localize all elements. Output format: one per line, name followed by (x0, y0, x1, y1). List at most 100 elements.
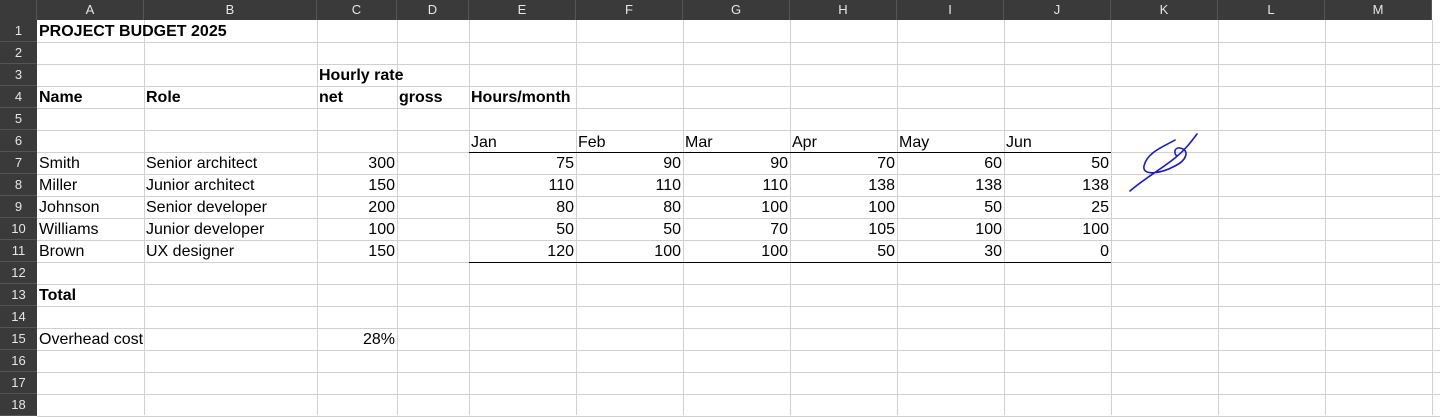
column-header[interactable]: J (1004, 0, 1111, 20)
gridline-horizontal (37, 130, 1440, 131)
staff-hours-cell[interactable]: 70 (877, 155, 895, 172)
row-header[interactable]: 7 (0, 152, 37, 174)
staff-hours-cell[interactable]: 90 (770, 155, 788, 172)
cell-i6-month[interactable]: May (899, 134, 930, 151)
staff-hours-cell[interactable]: 100 (654, 243, 681, 260)
staff-hours-cell[interactable]: 60 (984, 155, 1002, 172)
cell-g6-month[interactable]: Mar (685, 134, 713, 151)
row-header[interactable]: 11 (0, 240, 37, 262)
staff-hours-cell[interactable]: 120 (547, 243, 574, 260)
column-header[interactable]: K (1111, 0, 1218, 20)
staff-net-rate-cell[interactable]: 150 (368, 243, 395, 260)
staff-name-cell[interactable]: Smith (39, 155, 80, 172)
staff-hours-cell[interactable]: 138 (1082, 177, 1109, 194)
staff-hours-cell[interactable]: 30 (984, 243, 1002, 260)
column-header[interactable]: B (144, 0, 317, 20)
row-header[interactable]: 12 (0, 262, 37, 284)
staff-name-cell[interactable]: Johnson (39, 199, 100, 216)
staff-hours-cell[interactable]: 100 (1082, 221, 1109, 238)
staff-role-cell[interactable]: UX designer (146, 243, 235, 260)
cell-c4-net-header[interactable]: net (319, 89, 343, 106)
gridline-horizontal (37, 42, 1440, 43)
row-header[interactable]: 17 (0, 372, 37, 394)
row-header[interactable]: 9 (0, 196, 37, 218)
column-header[interactable]: M (1325, 0, 1432, 20)
gridline-horizontal (37, 284, 1440, 285)
staff-hours-cell[interactable]: 100 (761, 243, 788, 260)
staff-role-cell[interactable]: Junior architect (146, 177, 255, 194)
staff-role-cell[interactable]: Senior architect (146, 155, 258, 172)
staff-hours-cell[interactable]: 100 (975, 221, 1002, 238)
staff-hours-cell[interactable]: 110 (762, 177, 788, 194)
staff-hours-cell[interactable]: 80 (663, 199, 681, 216)
cell-d4-gross-header[interactable]: gross (399, 89, 443, 106)
staff-name-cell[interactable]: Miller (39, 177, 78, 194)
cell-c3-hourly-rate[interactable]: Hourly rate (319, 67, 404, 84)
staff-hours-cell[interactable]: 100 (868, 199, 895, 216)
staff-hours-cell[interactable]: 75 (556, 155, 574, 172)
column-header[interactable]: H (790, 0, 897, 20)
staff-hours-cell[interactable]: 138 (975, 177, 1002, 194)
staff-net-rate-cell[interactable]: 200 (368, 199, 395, 216)
column-header[interactable]: E (469, 0, 576, 20)
signature-drawing[interactable] (1125, 128, 1205, 194)
row-header[interactable]: 16 (0, 350, 37, 372)
cell-a13-total[interactable]: Total (39, 287, 77, 304)
staff-hours-cell[interactable]: 50 (663, 221, 681, 238)
staff-hours-cell[interactable]: 138 (868, 177, 895, 194)
staff-name-cell[interactable]: Brown (39, 243, 85, 260)
staff-role-cell[interactable]: Senior developer (146, 199, 267, 216)
staff-hours-cell[interactable]: 90 (663, 155, 681, 172)
cell-e6-month[interactable]: Jan (471, 134, 497, 151)
cell-a4-name-header[interactable]: Name (39, 89, 83, 106)
cell-b4-role-header[interactable]: Role (146, 89, 181, 106)
staff-hours-cell[interactable]: 50 (1091, 155, 1109, 172)
staff-hours-cell[interactable]: 25 (1091, 199, 1109, 216)
row-header[interactable]: 6 (0, 130, 37, 152)
cell-f6-month[interactable]: Feb (578, 134, 606, 151)
staff-hours-cell[interactable]: 80 (556, 199, 574, 216)
row-header[interactable]: 3 (0, 64, 37, 86)
cell-a15-overhead-label[interactable]: Overhead cost (39, 331, 144, 348)
staff-hours-cell[interactable]: 100 (761, 199, 788, 216)
staff-hours-cell[interactable]: 0 (1100, 243, 1109, 260)
cell-c15-overhead-value[interactable]: 28% (362, 331, 395, 348)
column-header[interactable]: D (397, 0, 469, 20)
staff-net-rate-cell[interactable]: 300 (368, 155, 395, 172)
column-header[interactable]: L (1218, 0, 1325, 20)
column-header[interactable]: A (37, 0, 144, 20)
gridline-vertical (1111, 20, 1112, 415)
staff-hours-cell[interactable]: 110 (548, 177, 574, 194)
staff-hours-cell[interactable]: 50 (877, 243, 895, 260)
row-header[interactable]: 5 (0, 108, 37, 130)
row-header[interactable]: 14 (0, 306, 37, 328)
staff-hours-cell[interactable]: 50 (984, 199, 1002, 216)
column-header[interactable]: C (317, 0, 397, 20)
row-header[interactable]: 4 (0, 86, 37, 108)
column-header[interactable]: G (683, 0, 790, 20)
cell-j6-month[interactable]: Jun (1006, 134, 1032, 151)
row-header[interactable]: 10 (0, 218, 37, 240)
row-header[interactable]: 1 (0, 20, 37, 42)
staff-hours-cell[interactable]: 105 (868, 221, 895, 238)
column-header[interactable]: I (897, 0, 1004, 20)
gridline-vertical (683, 20, 684, 415)
staff-hours-cell[interactable]: 70 (770, 221, 788, 238)
row-header[interactable]: 15 (0, 328, 37, 350)
row-header[interactable]: 8 (0, 174, 37, 196)
row-header[interactable]: 18 (0, 394, 37, 416)
staff-hours-cell[interactable]: 110 (655, 177, 681, 194)
staff-role-cell[interactable]: Junior developer (146, 221, 265, 238)
select-all-corner[interactable] (0, 0, 37, 20)
staff-hours-cell[interactable]: 50 (556, 221, 574, 238)
row-header[interactable]: 2 (0, 42, 37, 64)
staff-net-rate-cell[interactable]: 100 (368, 221, 395, 238)
cell-a1-title[interactable]: PROJECT BUDGET 2025 (39, 23, 227, 40)
staff-name-cell[interactable]: Williams (39, 221, 99, 238)
staff-net-rate-cell[interactable]: 150 (368, 177, 395, 194)
cell-e4-hours-header[interactable]: Hours/month (471, 89, 571, 106)
column-header[interactable]: F (576, 0, 683, 20)
row-header[interactable]: 13 (0, 284, 37, 306)
cell-h6-month[interactable]: Apr (792, 134, 817, 151)
